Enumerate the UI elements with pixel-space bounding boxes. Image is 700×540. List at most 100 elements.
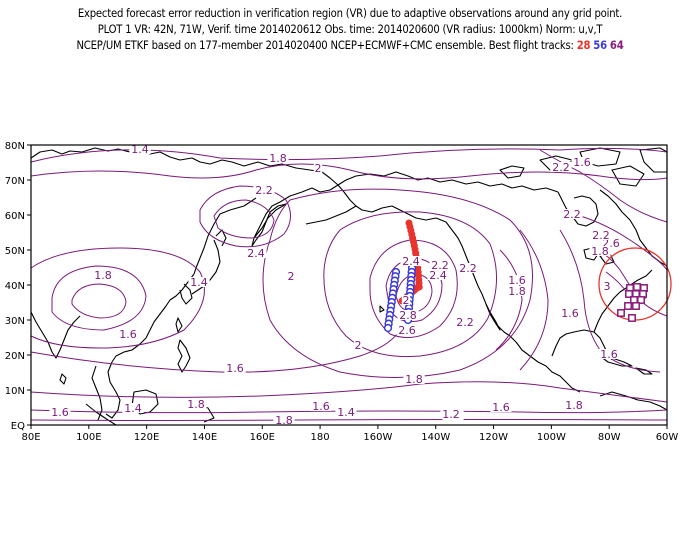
x-tick-label: 120W	[479, 432, 508, 443]
header-line-1: Expected forecast error reduction in ver…	[77, 7, 623, 20]
x-tick-label: 160W	[363, 432, 392, 443]
contour-label: 1.4	[190, 276, 208, 289]
y-tick-label: 80N	[5, 141, 25, 152]
track-64-point	[633, 283, 641, 291]
track-64-point	[632, 302, 640, 310]
contour-label: 2	[288, 270, 295, 283]
track-64-point	[637, 296, 645, 304]
contour-label-bg	[440, 409, 462, 419]
track-64-point	[628, 314, 636, 322]
x-tick-label: 160E	[250, 432, 275, 443]
y-tick-label: 40N	[5, 281, 25, 292]
contour-label-bg	[590, 230, 612, 240]
x-axis: 80E 100E 120E 140E 160E 180 160W 140W 120W 100W 80…	[21, 425, 678, 443]
contour-label: 1.6	[51, 406, 69, 419]
track-64-point	[617, 309, 625, 317]
contour-label: 2.2	[459, 262, 477, 275]
contour-label-bg	[559, 308, 581, 318]
contour-label-bg	[117, 329, 139, 339]
contour-label-bg	[396, 325, 418, 335]
contour-label-bg	[457, 263, 479, 273]
contour-label: 1.8	[275, 414, 293, 427]
coastlines	[30, 147, 668, 426]
contour-label: 1.4	[124, 402, 142, 415]
contour-label: 1.8	[565, 399, 583, 412]
y-tick-label: 30N	[5, 316, 25, 327]
contour-label-bg	[273, 415, 295, 425]
contour-label: 2	[355, 339, 362, 352]
x-tick-label: 60W	[656, 432, 679, 443]
contour-label-bg	[245, 248, 267, 258]
contour-label: 1.2	[442, 408, 460, 421]
contour-label-bg	[224, 363, 246, 373]
contour-label: 2.2	[552, 161, 570, 174]
contour-label-bg	[561, 209, 583, 219]
contour-label-bg	[92, 270, 114, 280]
contour-label: 1.6	[561, 307, 579, 320]
track-label-28: 28	[576, 39, 591, 52]
contour-label: 1.6	[119, 328, 137, 341]
track-label-56: 56	[593, 39, 607, 52]
contour-label-bg	[550, 162, 572, 172]
x-tick-label: 140E	[192, 432, 217, 443]
contour-label: 1.6	[226, 362, 244, 375]
contour-label-bg	[506, 286, 528, 296]
contour-label-bg	[397, 310, 419, 320]
contour-label: 1.6	[600, 348, 618, 361]
x-tick-label: 80W	[598, 432, 621, 443]
contour-label-bg	[310, 401, 332, 411]
contour-label: 1.4	[131, 143, 149, 156]
contour-label-bg	[313, 163, 323, 173]
contour-label: 1.8	[94, 269, 112, 282]
track-56-point	[383, 323, 393, 333]
contour-label: 2.2	[456, 316, 474, 329]
contour-label: 1.6	[312, 400, 330, 413]
contour-label: 2.4	[247, 247, 265, 260]
contour-label: 2.2	[563, 208, 581, 221]
track-64-point	[624, 302, 632, 310]
contour-label-bg	[335, 407, 357, 417]
contour-label-bg	[353, 340, 363, 350]
contour-label: 2.6	[398, 324, 416, 337]
contour-label-bg	[429, 260, 451, 270]
track-label-64: 64	[609, 39, 624, 52]
contour-label: 2.4	[429, 269, 447, 282]
x-tick-label: 100W	[537, 432, 566, 443]
flight-track-64	[617, 283, 648, 322]
header-line-2: PLOT 1 VR: 42N, 71W, Verif. time 2014020…	[97, 23, 603, 36]
contour-label: 1.6	[492, 401, 510, 414]
contour-label: 1.6	[508, 274, 526, 287]
contour-label-bg	[490, 402, 512, 412]
y-tick-label: 10N	[5, 386, 25, 397]
contour-label-bg	[253, 185, 275, 195]
contour-label-bg	[563, 400, 585, 410]
y-tick-label: EQ	[11, 421, 25, 432]
contour-label: 2.4	[402, 255, 420, 268]
contour-label-bg	[286, 271, 296, 281]
contour-label: 1.6	[573, 156, 591, 169]
y-tick-label: 70N	[5, 176, 25, 187]
contour-label: 3	[604, 280, 611, 293]
contour-label-bg	[401, 295, 411, 305]
contour-label-bg	[188, 277, 210, 287]
y-tick-label: 50N	[5, 246, 25, 257]
x-tick-label: 80E	[21, 432, 40, 443]
contour-label-bg	[571, 157, 593, 167]
contour-label: 2.2	[255, 184, 273, 197]
x-tick-label: 120E	[134, 432, 159, 443]
contour-label: 2.2	[431, 259, 449, 272]
contour-label-bg	[267, 153, 289, 163]
contour-label: 1.8	[591, 245, 609, 258]
y-tick-label: 20N	[5, 351, 25, 362]
contour-label-bg	[400, 256, 422, 266]
contour-label-bg	[600, 238, 622, 248]
contour-label: 1.8	[508, 285, 526, 298]
contour-label-bg	[403, 374, 425, 384]
contour-label: 1.8	[269, 152, 287, 165]
contour-label: 2	[315, 162, 322, 175]
contour-label-bg	[602, 281, 612, 291]
contour-label: 2.2	[592, 229, 610, 242]
contour-label: 2	[403, 294, 410, 307]
contour-label-bg	[427, 270, 449, 280]
